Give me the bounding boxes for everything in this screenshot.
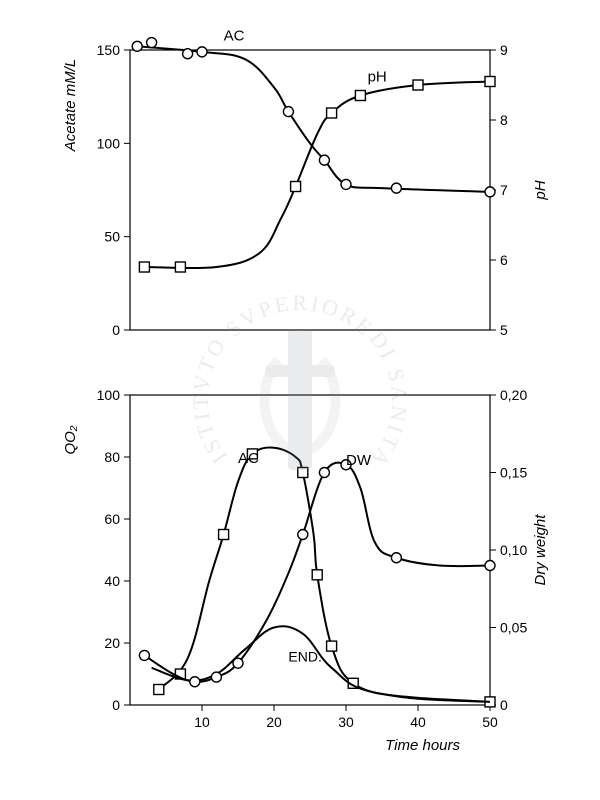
- svg-text:10: 10: [194, 714, 210, 730]
- svg-text:60: 60: [104, 511, 120, 527]
- svg-text:0,10: 0,10: [500, 542, 527, 558]
- svg-text:100: 100: [97, 135, 121, 151]
- svg-text:7: 7: [500, 182, 508, 198]
- svg-text:0: 0: [500, 697, 508, 713]
- svg-text:AC: AC: [224, 28, 245, 45]
- svg-text:40: 40: [104, 573, 120, 589]
- svg-text:END.: END.: [288, 649, 321, 665]
- chart-svg: 050100150Acetate mM/L56789pHACpH02040608…: [0, 0, 600, 800]
- svg-text:8: 8: [500, 112, 508, 128]
- svg-text:40: 40: [410, 714, 426, 730]
- svg-text:0,15: 0,15: [500, 465, 527, 481]
- svg-text:pH: pH: [532, 180, 549, 200]
- svg-text:DW: DW: [346, 452, 372, 469]
- svg-text:80: 80: [104, 449, 120, 465]
- svg-text:0: 0: [112, 322, 120, 338]
- svg-text:AC: AC: [238, 450, 259, 467]
- svg-text:pH: pH: [368, 69, 387, 86]
- svg-text:Acetate mM/L: Acetate mM/L: [62, 59, 79, 153]
- svg-text:QO₂: QO₂: [62, 425, 79, 454]
- figure-page: 050100150Acetate mM/L56789pHACpH02040608…: [0, 0, 600, 800]
- svg-text:150: 150: [97, 42, 121, 58]
- svg-text:50: 50: [482, 714, 498, 730]
- svg-text:0: 0: [112, 697, 120, 713]
- svg-text:0,20: 0,20: [500, 387, 527, 403]
- svg-text:Time hours: Time hours: [385, 737, 460, 754]
- svg-text:100: 100: [97, 387, 121, 403]
- svg-text:5: 5: [500, 322, 508, 338]
- svg-text:30: 30: [338, 714, 354, 730]
- svg-text:0,05: 0,05: [500, 620, 527, 636]
- svg-text:Dry weight: Dry weight: [532, 514, 549, 586]
- svg-text:20: 20: [104, 635, 120, 651]
- svg-text:9: 9: [500, 42, 508, 58]
- svg-text:50: 50: [104, 229, 120, 245]
- svg-text:6: 6: [500, 252, 508, 268]
- svg-text:20: 20: [266, 714, 282, 730]
